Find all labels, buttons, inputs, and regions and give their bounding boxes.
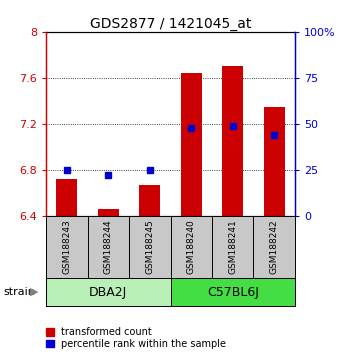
Text: C57BL6J: C57BL6J	[207, 286, 259, 298]
Legend: transformed count, percentile rank within the sample: transformed count, percentile rank withi…	[46, 327, 226, 349]
Bar	[56, 179, 77, 216]
Text: GSM188245: GSM188245	[145, 219, 154, 274]
Text: GSM188243: GSM188243	[62, 219, 71, 274]
Title: GDS2877 / 1421045_at: GDS2877 / 1421045_at	[90, 17, 251, 31]
Bar	[222, 66, 243, 216]
Bar	[264, 107, 285, 216]
Bar	[181, 73, 202, 216]
Bar	[46, 278, 170, 306]
Bar	[98, 209, 119, 216]
Bar	[170, 278, 295, 306]
Text: GSM188242: GSM188242	[270, 219, 279, 274]
Text: ▶: ▶	[30, 287, 39, 297]
Text: GSM188244: GSM188244	[104, 219, 113, 274]
Text: GSM188240: GSM188240	[187, 219, 196, 274]
Text: DBA2J: DBA2J	[89, 286, 128, 298]
Text: GSM188241: GSM188241	[228, 219, 237, 274]
Text: strain: strain	[3, 287, 35, 297]
Bar	[139, 185, 160, 216]
